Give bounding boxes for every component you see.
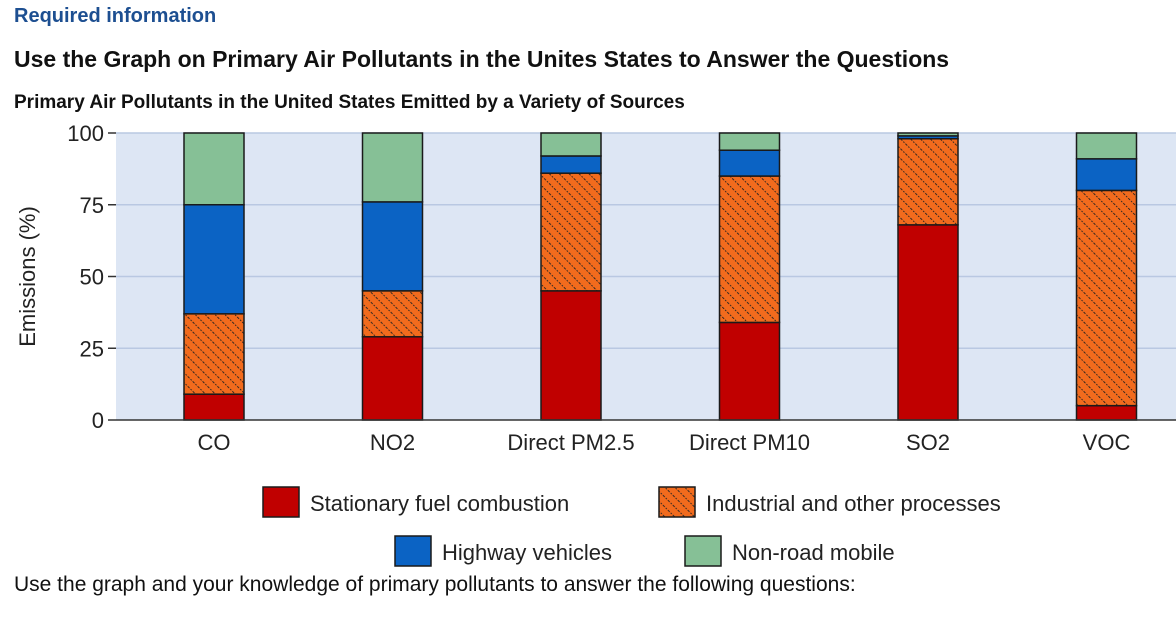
bar-segment bbox=[540, 132, 602, 157]
legend-swatch bbox=[394, 535, 432, 567]
x-tick-label: Direct PM10 bbox=[689, 430, 810, 455]
bar-segment bbox=[361, 290, 424, 338]
required-information-label: Required information bbox=[14, 5, 217, 27]
stacked-bar-chart: 0 25 50 75 100 CO NO2 Direct PM2.5 Direct PM10 SO… bbox=[15, 121, 1176, 567]
y-axis-label: Emissions (%) bbox=[15, 206, 40, 347]
bar-segment bbox=[1075, 132, 1138, 160]
y-tick-label: 100 bbox=[67, 121, 104, 146]
x-tick-label: Direct PM2.5 bbox=[507, 430, 634, 455]
bar-segment bbox=[540, 290, 602, 421]
x-tick-label: VOC bbox=[1083, 430, 1131, 455]
legend-label: Industrial and other processes bbox=[706, 491, 1001, 516]
bar-segment bbox=[361, 132, 424, 203]
y-tick-label: 50 bbox=[80, 265, 104, 290]
y-tick-label: 0 bbox=[92, 408, 104, 433]
y-tick-label: 25 bbox=[80, 336, 104, 361]
bar-segment bbox=[183, 204, 245, 315]
legend-swatch bbox=[658, 486, 696, 518]
bar-segment bbox=[1075, 189, 1138, 407]
question-prompt: Use the graph and your knowledge of prim… bbox=[14, 573, 856, 596]
legend-label: Highway vehicles bbox=[442, 540, 612, 565]
x-tick-label: CO bbox=[198, 430, 231, 455]
y-tick-label: 75 bbox=[80, 193, 104, 218]
bar-segment bbox=[897, 224, 959, 421]
bar-segment bbox=[1075, 158, 1138, 192]
bar-segment bbox=[183, 132, 245, 206]
bar-segment bbox=[718, 149, 781, 177]
bar-segment bbox=[897, 132, 959, 137]
bar-segment bbox=[897, 137, 959, 226]
legend-swatch bbox=[684, 535, 722, 567]
instruction-heading: Use the Graph on Primary Air Pollutants … bbox=[14, 46, 950, 72]
bar-segment bbox=[540, 155, 602, 174]
legend-swatch bbox=[262, 486, 300, 518]
bar-segment bbox=[361, 336, 424, 421]
bar-segment bbox=[718, 175, 781, 324]
bar-segment bbox=[183, 313, 245, 395]
x-tick-label: SO2 bbox=[906, 430, 950, 455]
legend-label: Non-road mobile bbox=[732, 540, 895, 565]
bar-segment bbox=[540, 172, 602, 292]
bar-segment bbox=[718, 132, 781, 151]
x-tick-label: NO2 bbox=[370, 430, 415, 455]
legend-label: Stationary fuel combustion bbox=[310, 491, 569, 516]
bar-segment bbox=[1075, 404, 1138, 421]
chart-title: Primary Air Pollutants in the United Sta… bbox=[14, 92, 685, 113]
bar-segment bbox=[361, 201, 424, 292]
bar-segment bbox=[183, 393, 245, 421]
bar-segment bbox=[718, 321, 781, 421]
